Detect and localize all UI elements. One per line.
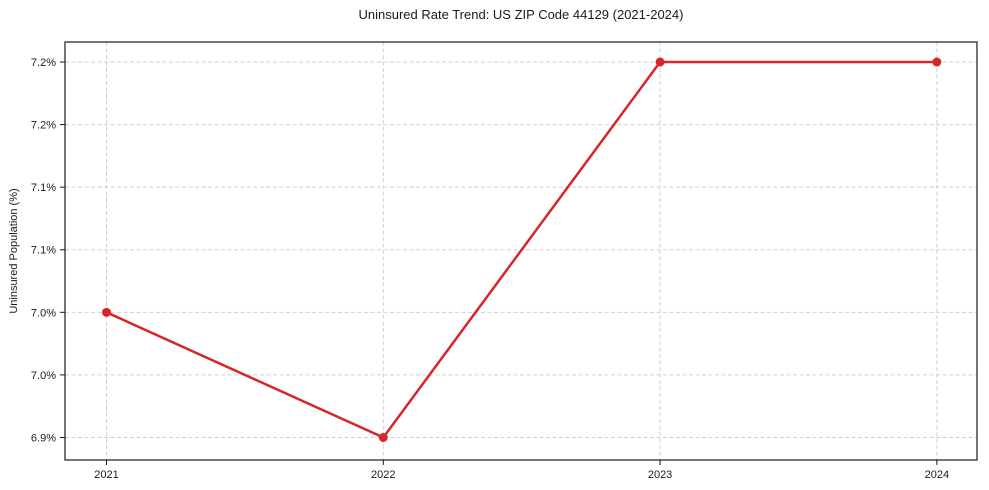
data-point [378, 432, 388, 442]
y-tick-label: 6.9% [31, 432, 56, 444]
x-tick-label: 2021 [94, 469, 118, 481]
data-point [655, 57, 665, 67]
plot-border [64, 41, 978, 461]
data-point [102, 307, 112, 317]
x-tick-label: 2022 [371, 469, 395, 481]
y-tick-label: 7.0% [31, 307, 56, 319]
chart-title: Uninsured Rate Trend: US ZIP Code 44129 … [358, 7, 684, 22]
y-tick-label: 7.1% [31, 245, 56, 257]
data-point [932, 57, 942, 67]
y-tick-label: 7.1% [31, 182, 56, 194]
x-tick-label: 2024 [925, 469, 949, 481]
y-tick-label: 7.2% [31, 120, 56, 132]
x-tick-label: 2023 [648, 469, 672, 481]
y-tick-label: 7.2% [31, 57, 56, 69]
y-tick-label: 7.0% [31, 370, 56, 382]
data-line [105, 60, 939, 439]
